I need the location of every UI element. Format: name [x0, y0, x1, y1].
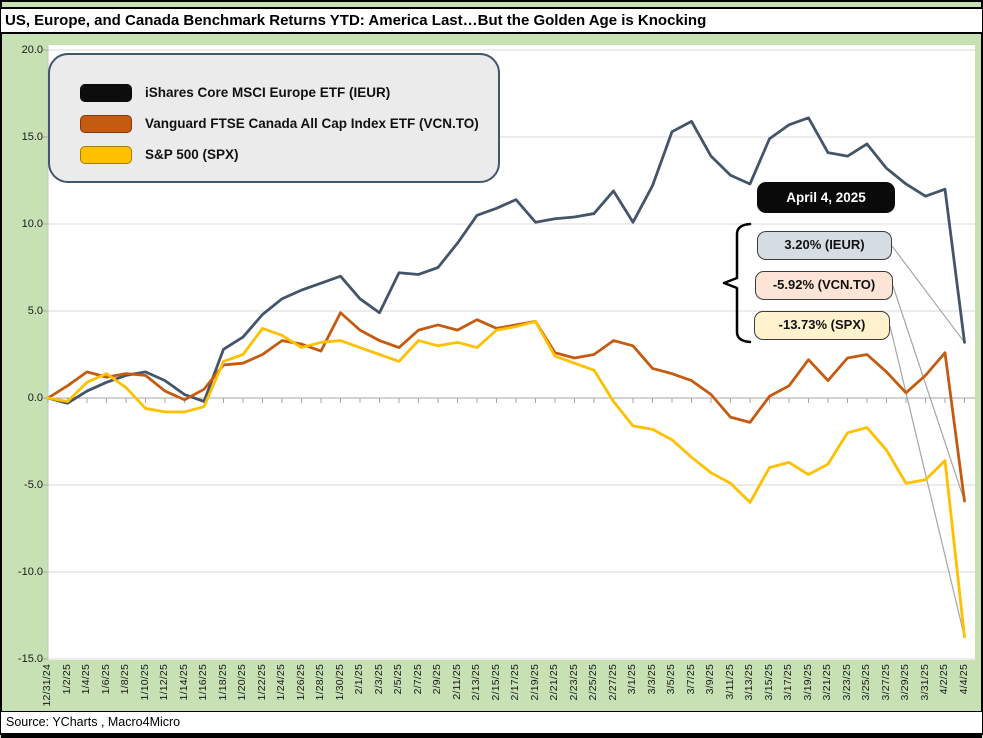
y-tick-label: 15.0 — [21, 131, 43, 143]
y-tick-label: -15.0 — [17, 653, 43, 665]
x-tick-label: 1/26/25 — [294, 664, 307, 701]
y-tick-label: 10.0 — [21, 218, 43, 230]
x-tick-label: 3/31/25 — [918, 664, 931, 701]
x-tick-label: 2/27/25 — [606, 664, 619, 701]
x-tick-label: 1/16/25 — [197, 664, 209, 701]
x-tick-label: 2/3/25 — [372, 664, 385, 695]
leader-line-SPX — [889, 325, 966, 638]
x-tick-label: 3/3/25 — [645, 664, 658, 695]
x-tick-label: 3/11/25 — [723, 664, 736, 700]
y-tick-label: -5.0 — [24, 479, 43, 491]
x-tick-label: 2/19/25 — [528, 664, 541, 701]
x-tick-label: 1/30/25 — [333, 664, 346, 701]
x-tick-label: 1/24/25 — [275, 664, 287, 701]
x-tick-label: 2/11/25 — [450, 664, 463, 700]
legend-item-spx: S&P 500 (SPX) — [50, 139, 498, 170]
legend-swatch-spx — [80, 145, 132, 164]
x-tick-label: 1/20/25 — [236, 664, 248, 701]
chart-title: US, Europe, and Canada Benchmark Returns… — [1, 7, 982, 34]
source-line: Source: YCharts , Macro4Micro — [1, 711, 982, 738]
x-tick-label: 2/13/25 — [470, 664, 482, 701]
x-tick-label: 2/7/25 — [411, 664, 424, 695]
legend-label-ieur: iShares Core MSCI Europe ETF (IEUR) — [145, 85, 391, 100]
x-tick-label: 2/9/25 — [431, 664, 443, 695]
x-tick-label: 3/17/25 — [782, 664, 794, 701]
callout-vcn-value: -5.92% (VCN.TO) — [755, 271, 893, 300]
x-tick-label: 2/21/25 — [548, 664, 560, 701]
x-tick-label: 2/1/25 — [353, 664, 365, 695]
y-tick-label: 5.0 — [27, 305, 43, 317]
x-tick-label: 3/21/25 — [821, 664, 833, 701]
legend-item-vcn: Vanguard FTSE Canada All Cap Index ETF (… — [50, 108, 498, 139]
x-tick-label: 1/6/25 — [99, 664, 112, 695]
x-tick-label: 1/22/25 — [255, 664, 268, 701]
legend-label-spx: S&P 500 (SPX) — [145, 147, 239, 162]
x-tick-label: 3/9/25 — [704, 664, 716, 695]
x-tick-label: 4/2/25 — [938, 664, 950, 695]
x-tick-label: 12/31/24 — [41, 664, 53, 707]
y-tick-label: 0.0 — [27, 392, 43, 404]
leader-line-IEUR — [891, 245, 965, 343]
chart-legend: iShares Core MSCI Europe ETF (IEUR) Vang… — [48, 53, 500, 183]
x-tick-label: 3/5/25 — [665, 664, 677, 695]
x-tick-label: 2/23/25 — [567, 664, 580, 701]
date-annotation: April 4, 2025 — [757, 182, 895, 213]
legend-swatch-vcn — [80, 114, 132, 133]
x-tick-label: 3/29/25 — [899, 664, 911, 701]
x-tick-label: 3/13/25 — [743, 664, 755, 701]
x-tick-label: 1/28/25 — [314, 664, 326, 701]
x-tick-label: 1/18/25 — [216, 664, 229, 701]
legend-label-vcn: Vanguard FTSE Canada All Cap Index ETF (… — [145, 116, 479, 131]
x-tick-label: 1/8/25 — [119, 664, 131, 695]
x-tick-label: 3/25/25 — [860, 664, 872, 701]
x-tick-label: 1/14/25 — [177, 664, 190, 701]
x-tick-label: 3/19/25 — [801, 664, 814, 701]
x-tick-label: 4/4/25 — [957, 664, 970, 695]
series-line-VCN.TO — [46, 311, 966, 503]
callout-spx-value: -13.73% (SPX) — [754, 311, 890, 340]
x-tick-label: 1/2/25 — [60, 664, 73, 695]
x-tick-label: 3/1/25 — [626, 664, 638, 695]
x-tick-label: 2/17/25 — [509, 664, 521, 701]
x-tick-label: 1/12/25 — [158, 664, 170, 701]
x-tick-label: 2/5/25 — [392, 664, 404, 695]
x-tick-label: 3/23/25 — [840, 664, 853, 701]
legend-swatch-ieur — [80, 83, 132, 102]
y-tick-label: -10.0 — [17, 566, 43, 578]
x-tick-label: 3/7/25 — [684, 664, 697, 695]
x-tick-label: 3/27/25 — [879, 664, 892, 701]
x-tick-label: 1/10/25 — [138, 664, 151, 701]
y-tick-label: 20.0 — [21, 44, 43, 56]
legend-item-ieur: iShares Core MSCI Europe ETF (IEUR) — [50, 77, 498, 108]
x-tick-label: 1/4/25 — [80, 664, 92, 695]
x-tick-label: 2/15/25 — [489, 664, 502, 701]
series-line-IEUR — [46, 116, 966, 405]
leader-line-VCN.TO — [892, 285, 966, 502]
x-tick-label: 2/25/25 — [587, 664, 599, 701]
x-tick-label: 3/15/25 — [762, 664, 775, 701]
callout-ieur-value: 3.20% (IEUR) — [757, 231, 892, 260]
series-line-SPX — [46, 320, 966, 639]
